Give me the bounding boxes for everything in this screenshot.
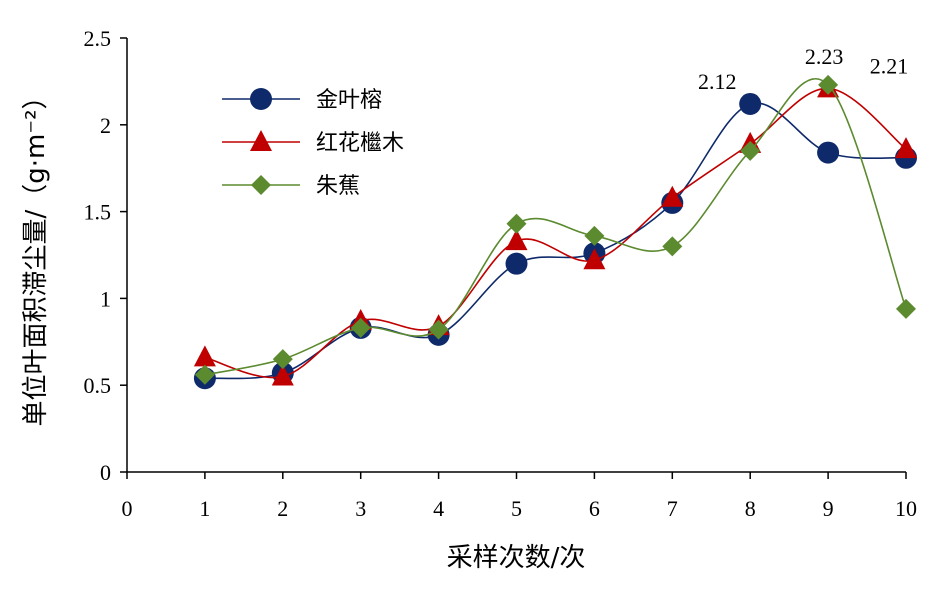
data-point-diamond [584,225,605,246]
data-label: 2.21 [870,53,909,78]
legend-label: 金叶榕 [316,88,382,113]
data-point-diamond [896,298,916,319]
x-tick-label: 2 [277,496,288,521]
x-tick-label: 1 [199,496,210,521]
y-tick-label: 0.5 [84,373,112,398]
series-diamond [194,74,916,385]
series-line [204,102,907,380]
x-tick-label: 7 [667,496,678,521]
data-point-diamond [428,319,449,340]
legend-marker-triangle [250,130,272,151]
y-tick-label: 1 [100,286,111,311]
data-point-circle [505,252,528,275]
data-point-circle [817,141,840,164]
y-tick-label: 2.5 [84,26,112,51]
legend-item: 金叶榕 [222,88,382,113]
legend-label: 朱蕉 [316,174,360,199]
annotations: 2.12 2.23 2.21 [698,44,908,94]
y-tick-label: 2 [100,113,111,138]
x-tick-label: 10 [895,496,917,521]
legend-marker-diamond [251,175,271,195]
data-point-triangle [193,345,216,367]
data-point-diamond [818,74,839,95]
x-tick-label: 9 [823,496,834,521]
data-point-diamond [506,213,527,234]
data-label: 2.12 [698,69,737,94]
x-tick-label: 4 [433,496,444,521]
data-point-circle [739,92,762,115]
x-ticks: 0 1 2 3 4 5 6 7 8 9 10 [122,472,917,521]
y-ticks: 0 0.5 1 1.5 2 2.5 [84,26,127,485]
x-tick-label: 0 [122,496,133,521]
legend-item: 朱蕉 [222,174,360,199]
data-point-triangle [271,364,294,386]
data-point-triangle [895,137,917,159]
legend-item: 红花檵木 [222,130,404,156]
data-point-diamond [272,349,293,370]
y-axis-title: 单位叶面积滞尘量/（g·m⁻²） [21,83,51,426]
series-layer [193,74,917,390]
y-tick-label: 0 [100,460,111,485]
series-triangle [193,76,917,386]
data-point-diamond [194,364,215,385]
data-label: 2.23 [805,44,844,69]
data-point-diamond [662,236,683,257]
series-line [204,87,907,379]
data-point-diamond [740,140,761,161]
series-circle [193,92,917,390]
legend-label: 红花檵木 [316,131,404,156]
data-point-triangle [583,248,606,270]
x-axis-title: 采样次数/次 [447,543,586,573]
x-tick-label: 6 [589,496,600,521]
y-tick-label: 1.5 [84,200,112,225]
series-line [204,77,907,376]
x-tick-label: 3 [355,496,366,521]
legend-marker-circle [250,88,272,110]
x-tick-label: 5 [511,496,522,521]
x-tick-label: 8 [745,496,756,521]
data-point-diamond [350,317,371,338]
data-point-triangle [661,185,684,207]
data-point-triangle [505,229,528,251]
